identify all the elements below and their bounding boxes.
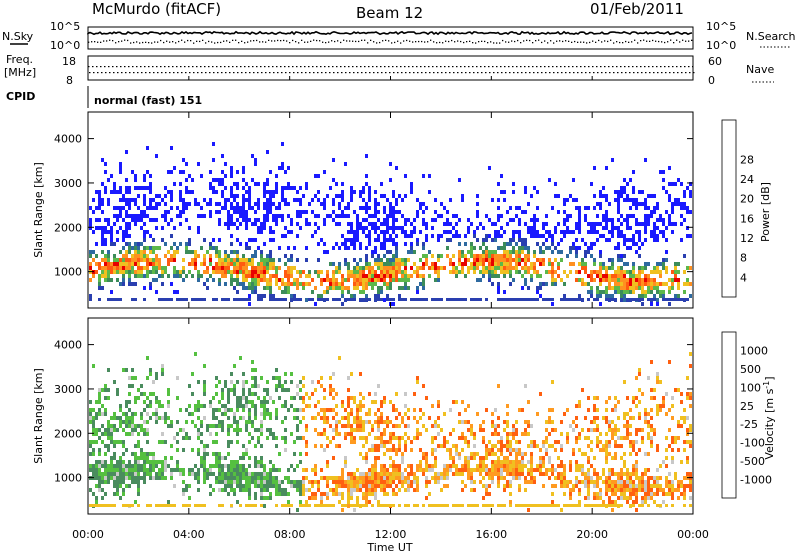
power-colorbar-tick: 20 [740, 193, 754, 206]
power-colorbar-tick: 8 [740, 252, 747, 265]
time-axis-label: Time UT [366, 541, 412, 554]
power-ylabel: Slant Range [km] [32, 162, 45, 258]
velocity-heatmap [89, 352, 692, 512]
velocity-colorbar-tick: -500 [740, 455, 765, 468]
y-tick-label: 4000 [54, 339, 82, 352]
power-colorbar: 4 8 12 16 20 24 28 [721, 119, 754, 298]
time-axis: 00:00 04:00 08:00 12:00 16:00 20:00 00:00 [72, 528, 709, 541]
velocity-colorbar-tick: 25 [740, 400, 754, 413]
velocity-axes: 1000 2000 3000 4000 [54, 318, 694, 514]
beam-title: Beam 12 [356, 4, 423, 22]
power-colorbar-tick: 4 [740, 271, 747, 284]
y-tick-label: 1000 [54, 266, 82, 279]
velocity-colorbar-label: Velocity [m s-1] [762, 376, 776, 459]
frequency-panel: Freq. [MHz] 18 8 60 0 Nave [4, 53, 774, 87]
power-colorbar-tick: 24 [740, 173, 754, 186]
y-tick-label: 4000 [54, 133, 82, 146]
power-axes: 1000 2000 3000 4000 [54, 112, 694, 308]
freq-left-tick-bottom: 8 [66, 74, 73, 87]
station-title: McMurdo (fitACF) [92, 0, 221, 18]
freq-label-line1: Freq. [6, 53, 33, 66]
y-tick-label: 3000 [54, 177, 82, 190]
velocity-colorbar-tick: 500 [740, 363, 761, 376]
x-tick-label: 20:00 [576, 528, 608, 541]
velocity-colorbar-label-main: Velocity [m s [763, 388, 776, 459]
cpid-value: normal (fast) 151 [94, 94, 202, 107]
nave-right-tick-top: 60 [708, 55, 722, 68]
frequency-traces [87, 66, 695, 80]
power-colorbar-tick: 12 [740, 232, 754, 245]
y-tick-label: 2000 [54, 221, 82, 234]
noise-search-label: N.Search [746, 30, 796, 43]
power-panel: 1000 2000 3000 4000 Slant Range [km] 4 8 12 16… [32, 111, 772, 309]
power-colorbar-label: Power [dB] [759, 182, 772, 242]
x-tick-label: 16:00 [475, 528, 507, 541]
velocity-panel: 1000 2000 3000 4000 Slant Range [km] 1000 50… [32, 317, 776, 515]
date-title: 01/Feb/2011 [590, 0, 684, 18]
velocity-ylabel: Slant Range [km] [32, 368, 45, 464]
x-tick-label: 00:00 [72, 528, 104, 541]
velocity-colorbar-tick: 100 [740, 381, 761, 394]
nave-label: Nave [746, 63, 774, 76]
x-tick-label: 12:00 [375, 528, 407, 541]
velocity-colorbar-tick: -25 [740, 418, 758, 431]
x-tick-label: 08:00 [274, 528, 306, 541]
velocity-colorbar-label-end: ] [763, 376, 776, 380]
y-tick-label: 1000 [54, 472, 82, 485]
noise-traces [87, 30, 693, 44]
velocity-colorbar-tick: -1000 [740, 474, 772, 487]
noise-left-tick-bottom: 10^0 [50, 39, 80, 52]
nave-right-tick-bottom: 0 [708, 74, 715, 87]
power-colorbar-tick: 28 [740, 153, 754, 166]
velocity-colorbar: 1000 500 100 25 -25 -100 -500 -1000 [721, 331, 772, 499]
noise-panel: N.Sky 10^5 10^0 10^5 10^0 N.Search [2, 20, 796, 52]
noise-right-tick-top: 10^5 [706, 20, 736, 33]
velocity-colorbar-tick: 1000 [740, 344, 768, 357]
velocity-colorbar-tick: -100 [740, 437, 765, 450]
freq-left-tick-top: 18 [62, 55, 76, 68]
y-tick-label: 3000 [54, 383, 82, 396]
power-colorbar-tick: 16 [740, 212, 754, 225]
power-heatmap [89, 142, 692, 306]
noise-left-tick-top: 10^5 [50, 20, 80, 33]
cpid-label: CPID [6, 90, 35, 103]
x-tick-label: 04:00 [173, 528, 205, 541]
x-tick-label: 00:00 [677, 528, 709, 541]
noise-sky-label: N.Sky [2, 30, 34, 43]
freq-label-line2: [MHz] [4, 66, 36, 79]
noise-right-tick-bottom: 10^0 [706, 39, 736, 52]
y-tick-label: 2000 [54, 427, 82, 440]
velocity-colorbar-label-sup: -1 [762, 381, 771, 389]
